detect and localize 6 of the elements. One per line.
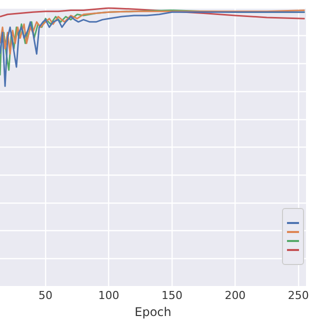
x-tick-label: 150 [161, 288, 182, 302]
x-axis-title: Epoch [134, 304, 172, 319]
x-tick-label: 250 [288, 288, 309, 302]
x-tick-label: 50 [38, 288, 53, 302]
x-tick-label: 200 [224, 288, 246, 302]
x-tick-label: 100 [98, 288, 120, 302]
